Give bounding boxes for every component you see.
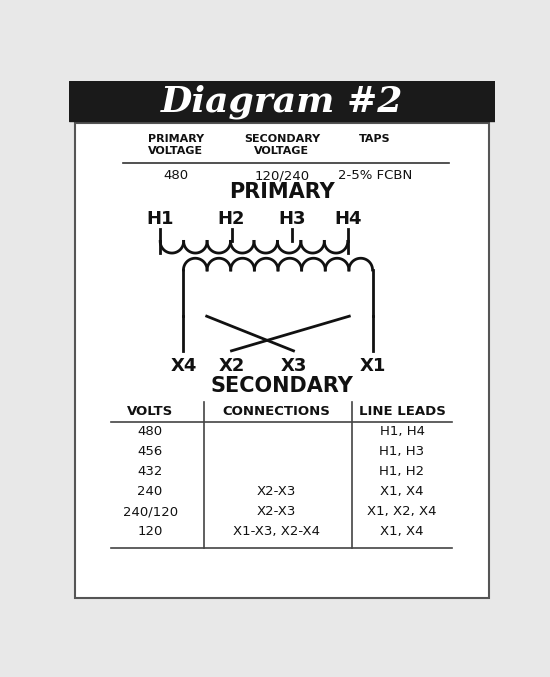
Text: 240: 240: [138, 485, 163, 498]
Text: 120/240: 120/240: [254, 169, 310, 182]
Text: X1-X3, X2-X4: X1-X3, X2-X4: [233, 525, 320, 538]
Text: H1, H3: H1, H3: [379, 445, 425, 458]
Text: CONNECTIONS: CONNECTIONS: [223, 405, 331, 418]
Bar: [69, 81, 495, 121]
Text: H1: H1: [146, 210, 174, 228]
Text: H3: H3: [278, 210, 306, 228]
Text: X2-X3: X2-X3: [257, 485, 296, 498]
Text: X2: X2: [218, 357, 245, 375]
Text: X3: X3: [280, 357, 307, 375]
Text: 480: 480: [138, 425, 163, 438]
Text: H1, H4: H1, H4: [379, 425, 425, 438]
Text: 480: 480: [163, 169, 188, 182]
Text: PRIMARY
VOLTAGE: PRIMARY VOLTAGE: [147, 133, 204, 156]
Text: 2-5% FCBN: 2-5% FCBN: [338, 169, 412, 182]
Text: H1, H2: H1, H2: [379, 465, 425, 478]
Text: LINE LEADS: LINE LEADS: [359, 405, 446, 418]
Text: X1: X1: [359, 357, 386, 375]
Text: H4: H4: [334, 210, 361, 228]
Text: 432: 432: [138, 465, 163, 478]
Text: X2-X3: X2-X3: [257, 505, 296, 519]
Text: SECONDARY
VOLTAGE: SECONDARY VOLTAGE: [244, 133, 320, 156]
Text: H2: H2: [218, 210, 245, 228]
Text: PRIMARY: PRIMARY: [229, 182, 335, 202]
Text: X1, X2, X4: X1, X2, X4: [367, 505, 437, 519]
Text: TAPS: TAPS: [359, 133, 390, 144]
Text: SECONDARY: SECONDARY: [211, 376, 353, 396]
Text: X1, X4: X1, X4: [380, 525, 424, 538]
Text: 120: 120: [138, 525, 163, 538]
Text: 240/120: 240/120: [123, 505, 178, 519]
Text: Diagram #2: Diagram #2: [161, 84, 403, 118]
Text: VOLTS: VOLTS: [127, 405, 173, 418]
Text: X4: X4: [170, 357, 197, 375]
Text: X1, X4: X1, X4: [380, 485, 424, 498]
Text: 456: 456: [138, 445, 163, 458]
